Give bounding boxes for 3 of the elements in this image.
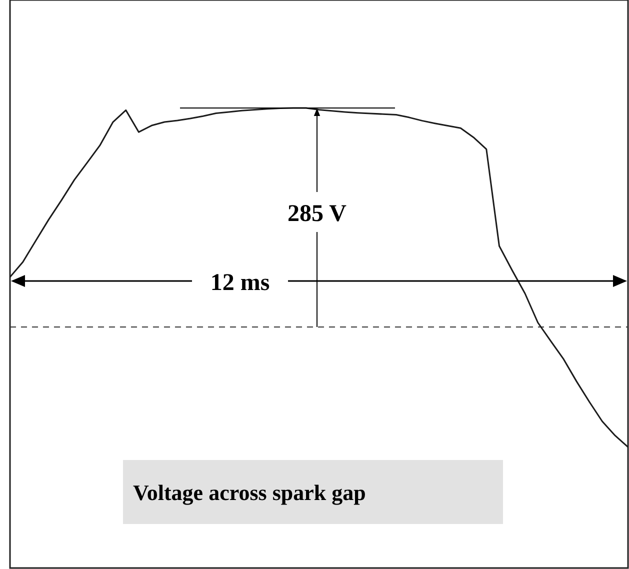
text: Voltage across spark gap: [133, 480, 366, 505]
annotation: 12 ms: [210, 270, 270, 296]
annotation: 285 V: [288, 201, 348, 227]
